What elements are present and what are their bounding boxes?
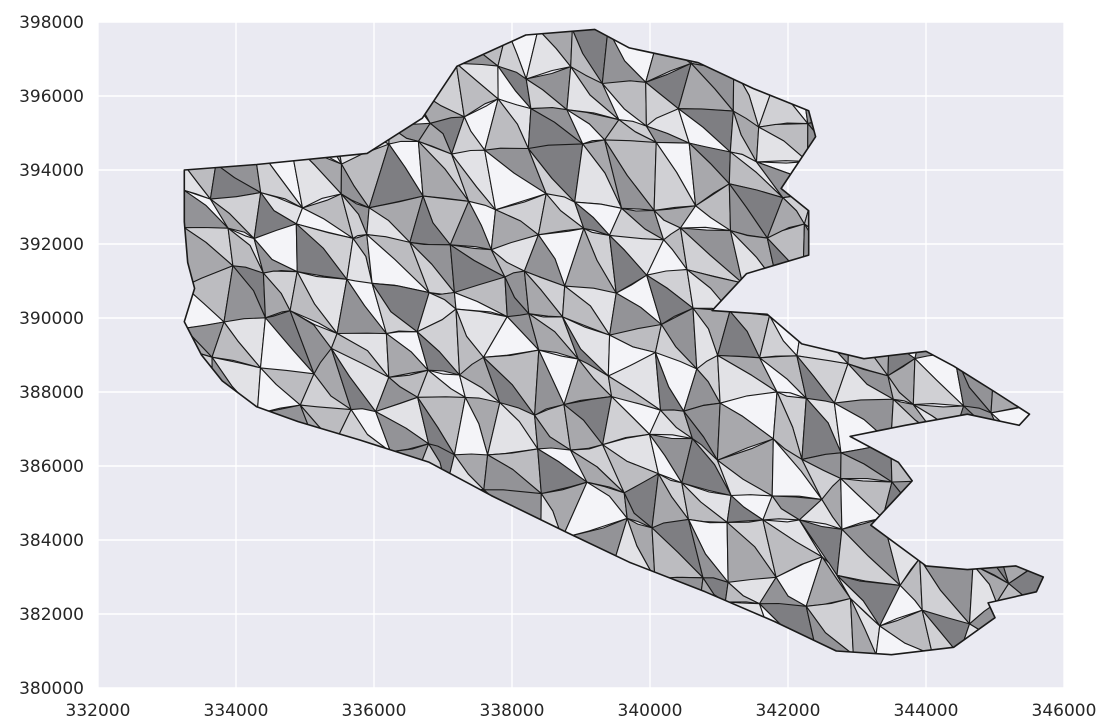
map-region xyxy=(574,201,611,236)
y-tick-label: 394000 xyxy=(19,161,84,181)
map-region xyxy=(566,109,606,145)
map-region xyxy=(484,149,547,211)
y-tick-label: 398000 xyxy=(19,13,84,33)
map-region xyxy=(681,438,732,497)
map-region xyxy=(646,274,694,326)
y-tick-label: 384000 xyxy=(19,531,84,551)
map-region xyxy=(340,193,368,239)
y-tick-label: 386000 xyxy=(19,457,84,477)
y-axis-tick-labels: 380000 382000 384000 386000 388000 390000 3920… xyxy=(19,13,84,699)
x-tick-label: 340000 xyxy=(618,701,683,721)
map-region xyxy=(340,163,370,209)
map-region xyxy=(569,449,625,494)
x-tick-label: 346000 xyxy=(1032,701,1097,721)
map-region xyxy=(875,625,934,655)
map-region xyxy=(798,498,843,530)
map-region xyxy=(256,367,301,415)
x-tick-label: 344000 xyxy=(894,701,959,721)
map-region xyxy=(716,402,774,461)
x-tick-label: 342000 xyxy=(756,701,821,721)
map-region xyxy=(563,358,613,406)
map-region xyxy=(771,438,823,500)
map-region xyxy=(211,321,262,369)
map-region xyxy=(523,270,564,318)
map-region xyxy=(879,584,923,627)
y-tick-label: 382000 xyxy=(19,605,84,625)
map-region xyxy=(762,495,800,521)
map-region xyxy=(755,126,809,163)
map-region xyxy=(525,29,572,80)
map-region xyxy=(681,482,728,523)
map-region xyxy=(648,433,683,484)
y-tick-label: 396000 xyxy=(19,87,84,107)
x-tick-label: 334000 xyxy=(204,701,269,721)
map-region xyxy=(912,358,965,407)
y-tick-label: 380000 xyxy=(19,679,84,699)
map-region xyxy=(449,200,492,251)
map-region xyxy=(209,198,255,240)
map-outline xyxy=(183,28,1045,656)
map-region xyxy=(724,581,761,605)
map-region xyxy=(375,411,430,453)
map-region xyxy=(688,142,730,207)
map-region xyxy=(253,238,298,274)
x-axis-tick-labels: 332000 334000 336000 338000 340000 342000 3440… xyxy=(66,701,1097,721)
map-region xyxy=(262,272,291,319)
map-region xyxy=(766,197,805,239)
map-region xyxy=(604,139,655,211)
map-region xyxy=(371,282,418,335)
map-region xyxy=(602,396,651,446)
map-region xyxy=(623,492,653,529)
map-region xyxy=(840,477,884,530)
map-region xyxy=(455,62,499,118)
y-tick-label: 388000 xyxy=(19,383,84,403)
x-tick-label: 336000 xyxy=(342,701,407,721)
map-region xyxy=(887,375,914,406)
map-region xyxy=(453,291,508,318)
x-tick-label: 332000 xyxy=(66,701,131,721)
x-tick-label: 338000 xyxy=(480,701,545,721)
y-tick-label: 392000 xyxy=(19,235,84,255)
map-region xyxy=(648,409,693,440)
map-region xyxy=(295,223,348,280)
map-region xyxy=(653,141,697,211)
map-region xyxy=(563,403,604,451)
map-region xyxy=(537,193,585,236)
y-tick-label: 390000 xyxy=(19,309,84,329)
map-region xyxy=(528,313,579,360)
map-region xyxy=(385,333,429,378)
map-region xyxy=(726,494,764,523)
map-region xyxy=(252,140,304,209)
map-region xyxy=(840,452,893,483)
map-region xyxy=(566,66,620,121)
map-region xyxy=(561,481,628,539)
map-region xyxy=(482,316,540,358)
map-region xyxy=(534,349,565,416)
map-region xyxy=(679,205,732,232)
map-region xyxy=(416,331,461,376)
map-region xyxy=(849,597,877,655)
map-region xyxy=(289,271,338,335)
map-region xyxy=(759,357,807,399)
map-region xyxy=(561,285,611,336)
